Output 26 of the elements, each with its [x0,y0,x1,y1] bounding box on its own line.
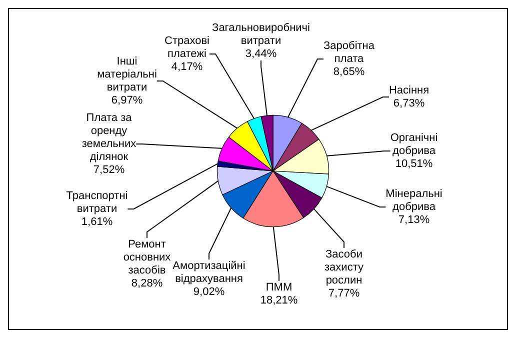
slice-label: Органічні добрива [390,132,438,157]
slice-label: Транспортні витрати [66,190,128,215]
data-label: 6,73% [393,98,425,110]
data-label: 10,51% [395,158,433,170]
data-label: 7,13% [398,214,430,226]
data-label: 8,28% [131,278,163,290]
slice-label: Заробітна плата [324,40,376,65]
slice-label: Страхові платежі [164,35,210,60]
data-label: 9,02% [193,286,225,298]
slice-label: Ремонт основних засобів [123,238,172,276]
slice-label: Насіння [388,84,430,96]
slice-label: Засоби захисту рослин [324,248,364,286]
data-label: 8,65% [333,66,365,78]
slice-label: ПММ [266,282,292,294]
slice-label: Амортизаційні відрахування [172,260,246,285]
data-label: 7,52% [93,164,125,176]
data-label: 3,44% [245,48,277,60]
slice-label: Інші матеріальні витрати [97,56,157,94]
slice-label: Загальновиробничі витрати [212,22,310,47]
data-label: 18,21% [260,294,298,306]
data-label: 6,97% [111,94,143,106]
slice-label: Плата за оренду земельних ділянок [82,112,137,163]
data-label: 4,17% [171,61,203,73]
data-label: 7,77% [328,288,360,300]
data-label: 1,61% [81,216,113,228]
slice-label: Мінеральні добрива [386,188,442,213]
